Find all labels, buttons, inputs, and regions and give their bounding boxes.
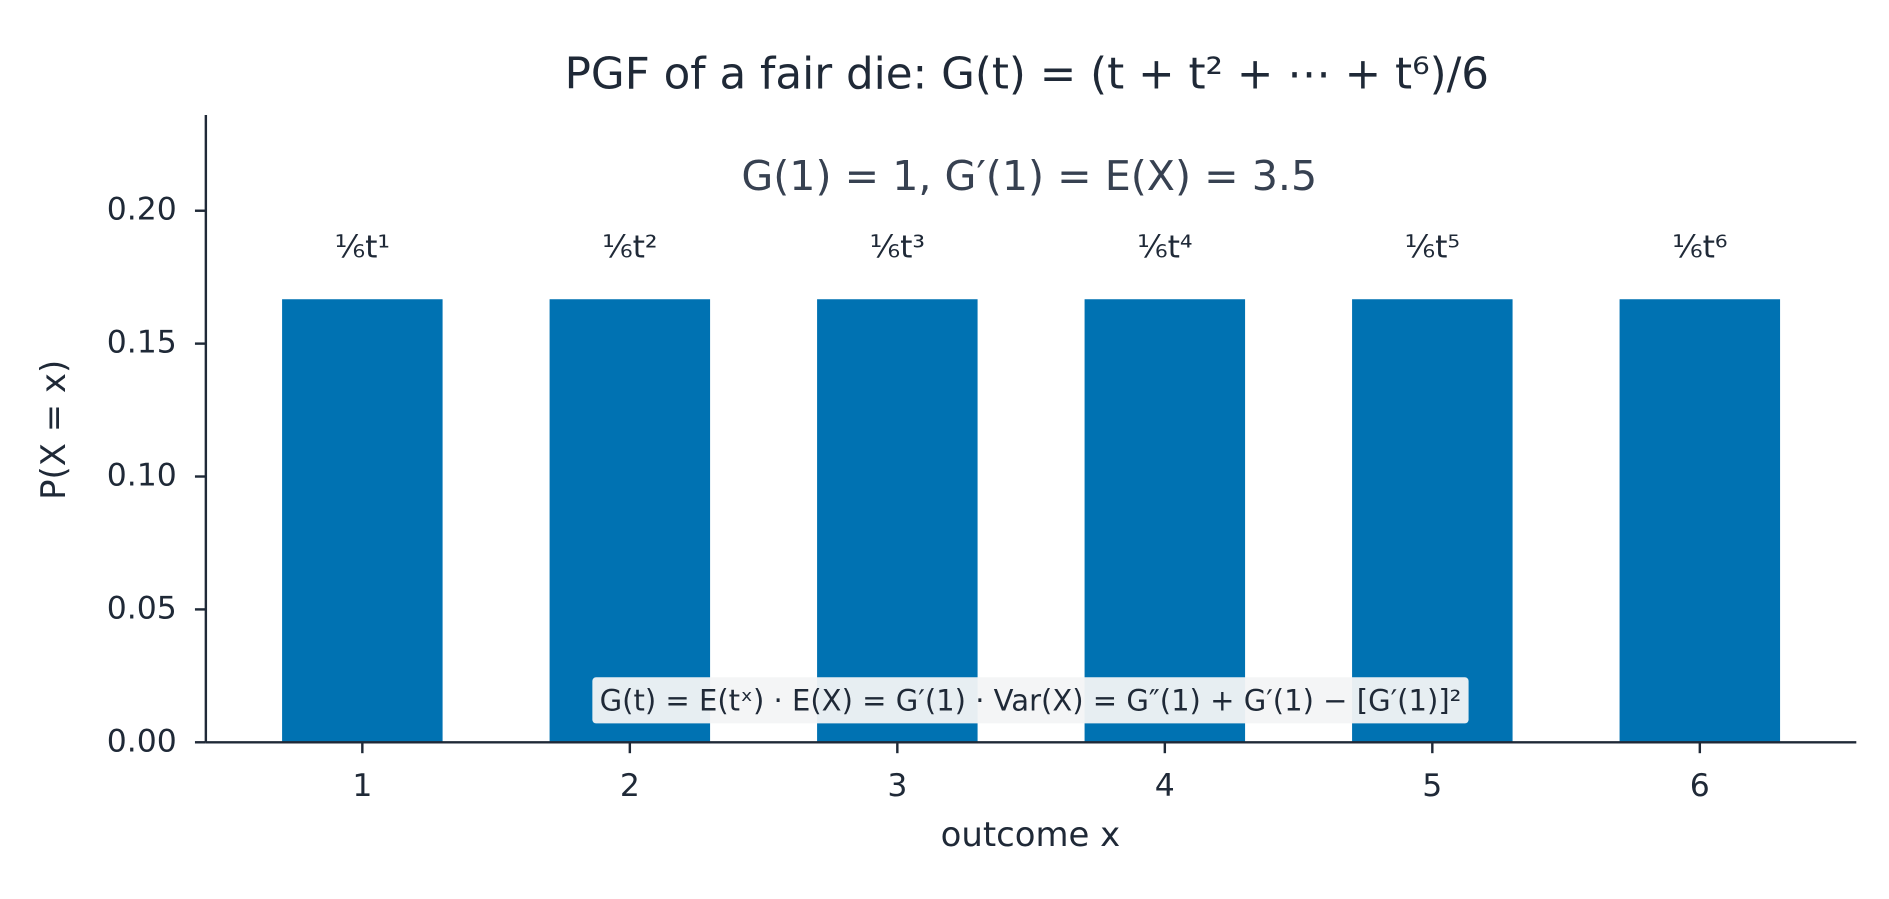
bar bbox=[549, 299, 711, 743]
x-tick-label: 6 bbox=[1690, 768, 1710, 804]
x-tick-label: 2 bbox=[620, 768, 640, 804]
bar-annotation: ⅙t⁴ bbox=[1137, 229, 1192, 265]
y-tick-label: 0.20 bbox=[107, 192, 177, 228]
y-tick-label: 0.05 bbox=[107, 590, 177, 626]
chart-title: PGF of a fair die: G(t) = (t + t² + ⋯ + … bbox=[565, 49, 1489, 99]
y-axis-label: P(X = x) bbox=[34, 360, 73, 500]
y-tick-label: 0.10 bbox=[107, 458, 177, 494]
bar-annotation: ⅙t² bbox=[602, 229, 657, 265]
bar-annotation: ⅙t¹ bbox=[335, 229, 390, 265]
chart-subtitle: G(1) = 1, G′(1) = E(X) = 3.5 bbox=[741, 152, 1317, 200]
x-tick-label: 1 bbox=[352, 768, 372, 804]
bar-annotation: ⅙t⁶ bbox=[1672, 229, 1727, 265]
y-tick-label: 0.15 bbox=[107, 325, 177, 361]
y-tick-label: 0.00 bbox=[107, 723, 177, 759]
x-axis-label: outcome x bbox=[941, 815, 1121, 854]
bar bbox=[1352, 299, 1513, 743]
bar bbox=[1084, 299, 1246, 743]
bar-annotation: ⅙t³ bbox=[870, 229, 925, 265]
bar bbox=[282, 299, 443, 743]
x-tick-label: 3 bbox=[887, 768, 907, 804]
x-tick-label: 5 bbox=[1422, 768, 1442, 804]
bar bbox=[817, 299, 978, 743]
formula-note: G(t) = E(tˣ) · E(X) = G′(1) · Var(X) = G… bbox=[600, 683, 1462, 717]
x-tick-label: 4 bbox=[1155, 768, 1175, 804]
bar-annotation: ⅙t⁵ bbox=[1405, 229, 1460, 265]
bar bbox=[1619, 299, 1781, 743]
formula-box bbox=[592, 677, 1469, 724]
